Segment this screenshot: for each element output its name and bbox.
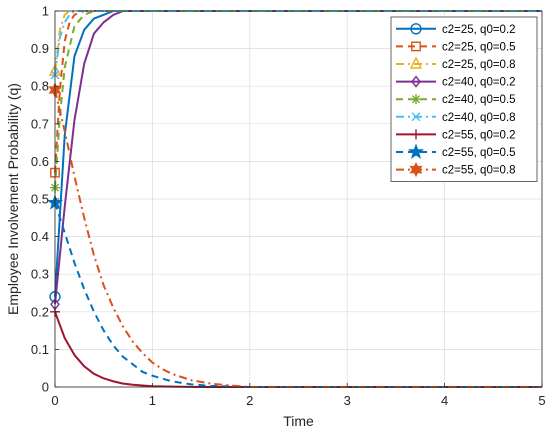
legend-label-6: c2=55, q0=0.2 (442, 129, 516, 141)
legend-label-2: c2=25, q0=0.8 (442, 59, 516, 71)
y-tick-label-1: 0.1 (31, 342, 49, 357)
legend-item-7: c2=55, q0=0.5 (396, 143, 516, 159)
legend-marker-3 (411, 75, 421, 88)
legend-marker-4 (411, 94, 421, 105)
x-tick-label-0: 0 (51, 393, 58, 408)
legend-item-4: c2=40, q0=0.5 (396, 94, 516, 106)
legend-marker-6 (411, 129, 421, 140)
legend-label-1: c2=25, q0=0.5 (442, 41, 516, 53)
legend-label-8: c2=55, q0=0.8 (442, 165, 516, 177)
x-tick-label-1: 1 (149, 393, 156, 408)
y-tick-label-2: 0.2 (31, 304, 49, 319)
legend-item-1: c2=25, q0=0.5 (396, 41, 516, 53)
legend-item-8: c2=55, q0=0.8 (396, 162, 516, 178)
legend: c2=25, q0=0.2 c2=25, q0=0.5 c2=25, q0=0.8 c… (390, 16, 538, 182)
series-line-8 (54, 89, 542, 388)
grid-lines (54, 10, 543, 388)
legend-item-0: c2=25, q0=0.2 (396, 23, 516, 36)
y-tick-label-4: 0.4 (31, 229, 49, 244)
x-axis-label: Time (283, 413, 314, 429)
axis-ticks: 0 1 2 3 4 5 0 0.1 0.2 0.3 0.4 0.5 0.6 0.7 0.8 0.9 1 (31, 4, 546, 409)
legend-label-7: c2=55, q0=0.5 (442, 147, 516, 159)
legend-marker-1 (411, 41, 421, 52)
legend-label-3: c2=40, q0=0.2 (442, 77, 516, 89)
y-tick-label-5: 0.5 (31, 192, 49, 207)
legend-label-4: c2=40, q0=0.5 (442, 94, 516, 106)
legend-marker-7 (407, 143, 425, 159)
y-tick-label-10: 1 (42, 4, 49, 19)
x-tick-label-4: 4 (441, 393, 448, 408)
legend-item-2: c2=25, q0=0.8 (396, 56, 516, 71)
legend-marker-5 (411, 112, 421, 122)
y-tick-label-9: 0.9 (31, 41, 49, 56)
legend-label-5: c2=40, q0=0.8 (442, 112, 516, 124)
x-tick-label-3: 3 (344, 393, 351, 408)
legend-item-6: c2=55, q0=0.2 (396, 129, 516, 141)
legend-item-3: c2=40, q0=0.2 (396, 75, 516, 89)
x-tick-label-5: 5 (538, 393, 545, 408)
y-tick-label-7: 0.7 (31, 116, 49, 131)
legend-marker-8 (409, 162, 423, 178)
legend-item-5: c2=40, q0=0.8 (396, 112, 516, 124)
y-tick-label-6: 0.6 (31, 154, 49, 169)
y-tick-label-0: 0 (42, 380, 49, 395)
y-axis-label: Employee Involvement Probability (q) (5, 83, 21, 315)
x-tick-label-2: 2 (246, 393, 253, 408)
series-line-7 (54, 202, 542, 388)
y-tick-label-8: 0.8 (31, 79, 49, 94)
legend-marker-0 (410, 23, 422, 35)
y-tick-label-3: 0.3 (31, 267, 49, 282)
legend-label-0: c2=25, q0=0.2 (442, 24, 516, 36)
legend-marker-2 (409, 56, 423, 69)
